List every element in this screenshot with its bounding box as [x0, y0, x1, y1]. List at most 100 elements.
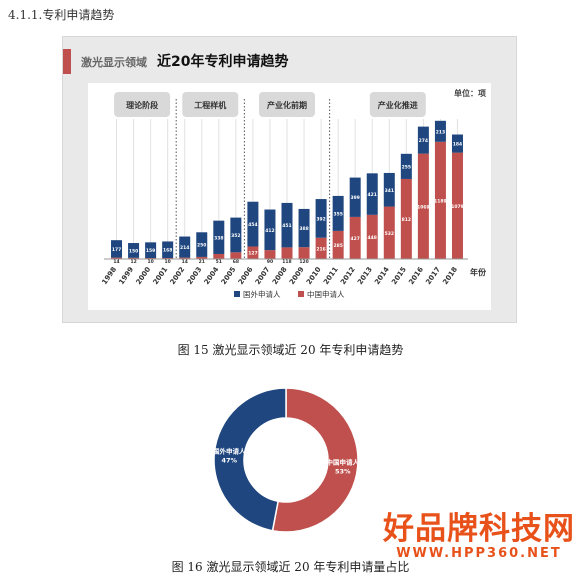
- bar-china-applicant: [111, 257, 123, 259]
- data-label-china: 68: [233, 259, 239, 265]
- bar-china-applicant: [264, 250, 276, 259]
- bar-foreign-applicant: [298, 208, 310, 248]
- x-tick-label: 2000: [135, 265, 153, 286]
- x-tick-label: 2002: [169, 265, 187, 286]
- data-label-china: 21: [199, 259, 205, 265]
- stage-label-box: [114, 92, 171, 117]
- x-tick-label: 2014: [373, 265, 391, 286]
- figure-16-caption: 图 16 激光显示领域近 20 年专利申请量占比: [171, 560, 410, 574]
- x-tick-label: 2009: [288, 265, 306, 286]
- header-accent-bar: [63, 49, 71, 74]
- bar-china-applicant: [281, 247, 293, 259]
- stage-label: 工程样机: [194, 100, 226, 110]
- bar-foreign-applicant: [111, 240, 123, 258]
- data-label-foreign: 338: [214, 235, 223, 241]
- bar-foreign-applicant: [349, 177, 361, 217]
- data-label-china: 12: [130, 259, 136, 265]
- data-label-china: 216: [316, 246, 325, 252]
- bar-foreign-applicant: [230, 217, 242, 253]
- bar-china-applicant: [196, 256, 208, 259]
- x-tick-label: 2017: [424, 265, 442, 286]
- data-label-china: 285: [333, 243, 342, 249]
- bar-foreign-applicant: [451, 134, 463, 153]
- bar-china-applicant: [179, 257, 191, 259]
- data-label-foreign: 412: [265, 228, 274, 234]
- figure-header-domain: 激光显示领域: [81, 56, 147, 69]
- data-label-china: 120: [299, 259, 308, 265]
- x-tick-label: 2010: [305, 265, 323, 286]
- x-tick-label: 2008: [271, 265, 289, 286]
- bar-china-applicant: [451, 152, 463, 259]
- x-tick-label: 2001: [152, 265, 170, 286]
- data-label-china: 51: [216, 259, 222, 265]
- legend-label-foreign: 国外申请人: [243, 289, 281, 299]
- legend-swatch-foreign: [234, 291, 240, 297]
- legend-label-china: 中国申请人: [307, 289, 345, 299]
- data-label-china: 532: [385, 231, 394, 237]
- x-tick-label: 2005: [220, 265, 238, 286]
- x-tick-label: 2007: [254, 265, 272, 286]
- data-label-china: 10: [165, 259, 171, 265]
- x-tick-label: 2015: [390, 265, 408, 286]
- stage-label: 产业化前期: [267, 100, 307, 110]
- unit-label: 单位：项: [454, 88, 486, 98]
- data-label-foreign: 184: [453, 142, 462, 148]
- data-label-foreign: 250: [197, 243, 206, 249]
- bar-foreign-applicant: [128, 243, 140, 258]
- data-label-china: 10: [147, 259, 153, 265]
- donut-slice-label: 国外申请人: [213, 447, 246, 456]
- legend-swatch-china: [298, 291, 304, 297]
- data-label-china: 14: [113, 259, 119, 265]
- bar-foreign-applicant: [315, 199, 327, 238]
- bar-china-applicant: [383, 206, 395, 259]
- data-label-china: 1189: [434, 198, 447, 204]
- figure-trend-panel: 激光显示领域 近20年专利申请趋势 理论阶段 工程样机 产业化前期 产业化推进 单位：项…: [62, 36, 517, 323]
- x-tick-label: 1998: [100, 265, 118, 286]
- data-label-foreign: 355: [333, 211, 342, 217]
- bar-foreign-applicant: [434, 120, 446, 142]
- data-label-foreign: 213: [436, 129, 445, 135]
- bar-china-applicant: [247, 246, 259, 259]
- stage-label-box: [259, 92, 315, 117]
- data-label-foreign: 159: [146, 248, 155, 254]
- bar-foreign-applicant: [247, 201, 259, 247]
- bar-china-applicant: [298, 247, 310, 259]
- x-tick-label: 2016: [407, 265, 425, 286]
- watermark-logo-text: 好品牌科技网: [383, 511, 575, 547]
- bar-china-applicant: [417, 153, 429, 259]
- bar-china-applicant: [400, 178, 412, 259]
- bar-china-applicant: [332, 230, 344, 259]
- x-tick-label: 2012: [339, 265, 357, 286]
- bar-china-applicant: [349, 216, 361, 259]
- bar-foreign-applicant: [196, 232, 208, 257]
- data-label-foreign: 341: [385, 188, 394, 194]
- data-label-foreign: 214: [180, 245, 189, 251]
- x-tick-label: 2018: [441, 265, 459, 286]
- bar-foreign-applicant: [417, 126, 429, 154]
- data-label-china: 90: [267, 259, 273, 265]
- data-label-foreign: 451: [282, 223, 291, 229]
- bar-china-applicant: [230, 252, 242, 259]
- data-label-china: 118: [282, 259, 291, 265]
- data-label-foreign: 421: [368, 192, 377, 198]
- data-label-china: 1069: [417, 204, 430, 210]
- stage-label: 理论阶段: [126, 100, 158, 110]
- bar-foreign-applicant: [213, 220, 225, 254]
- stage-label: 产业化推进: [378, 100, 418, 110]
- figure-15-caption: 图 15 激光显示领域近 20 年专利申请趋势: [177, 343, 404, 357]
- donut-slice-label: 中国申请人: [326, 457, 359, 466]
- stage-label-box: [369, 92, 426, 117]
- data-label-foreign: 255: [402, 164, 411, 170]
- data-label-foreign: 168: [163, 248, 172, 254]
- bar-foreign-applicant: [179, 236, 191, 258]
- stage-label-box: [182, 92, 239, 117]
- bar-china-applicant: [434, 141, 446, 259]
- bar-foreign-applicant: [162, 241, 174, 259]
- x-tick-label: 1999: [117, 265, 135, 286]
- data-label-foreign: 177: [112, 247, 121, 253]
- donut-chart-container: 中国申请人 53% 国外申请人 47%: [208, 386, 364, 534]
- donut-slice-foreign: [213, 387, 287, 532]
- data-label-foreign: 274: [419, 138, 428, 144]
- x-tick-label: 2004: [203, 265, 221, 286]
- bar-foreign-applicant: [332, 195, 344, 231]
